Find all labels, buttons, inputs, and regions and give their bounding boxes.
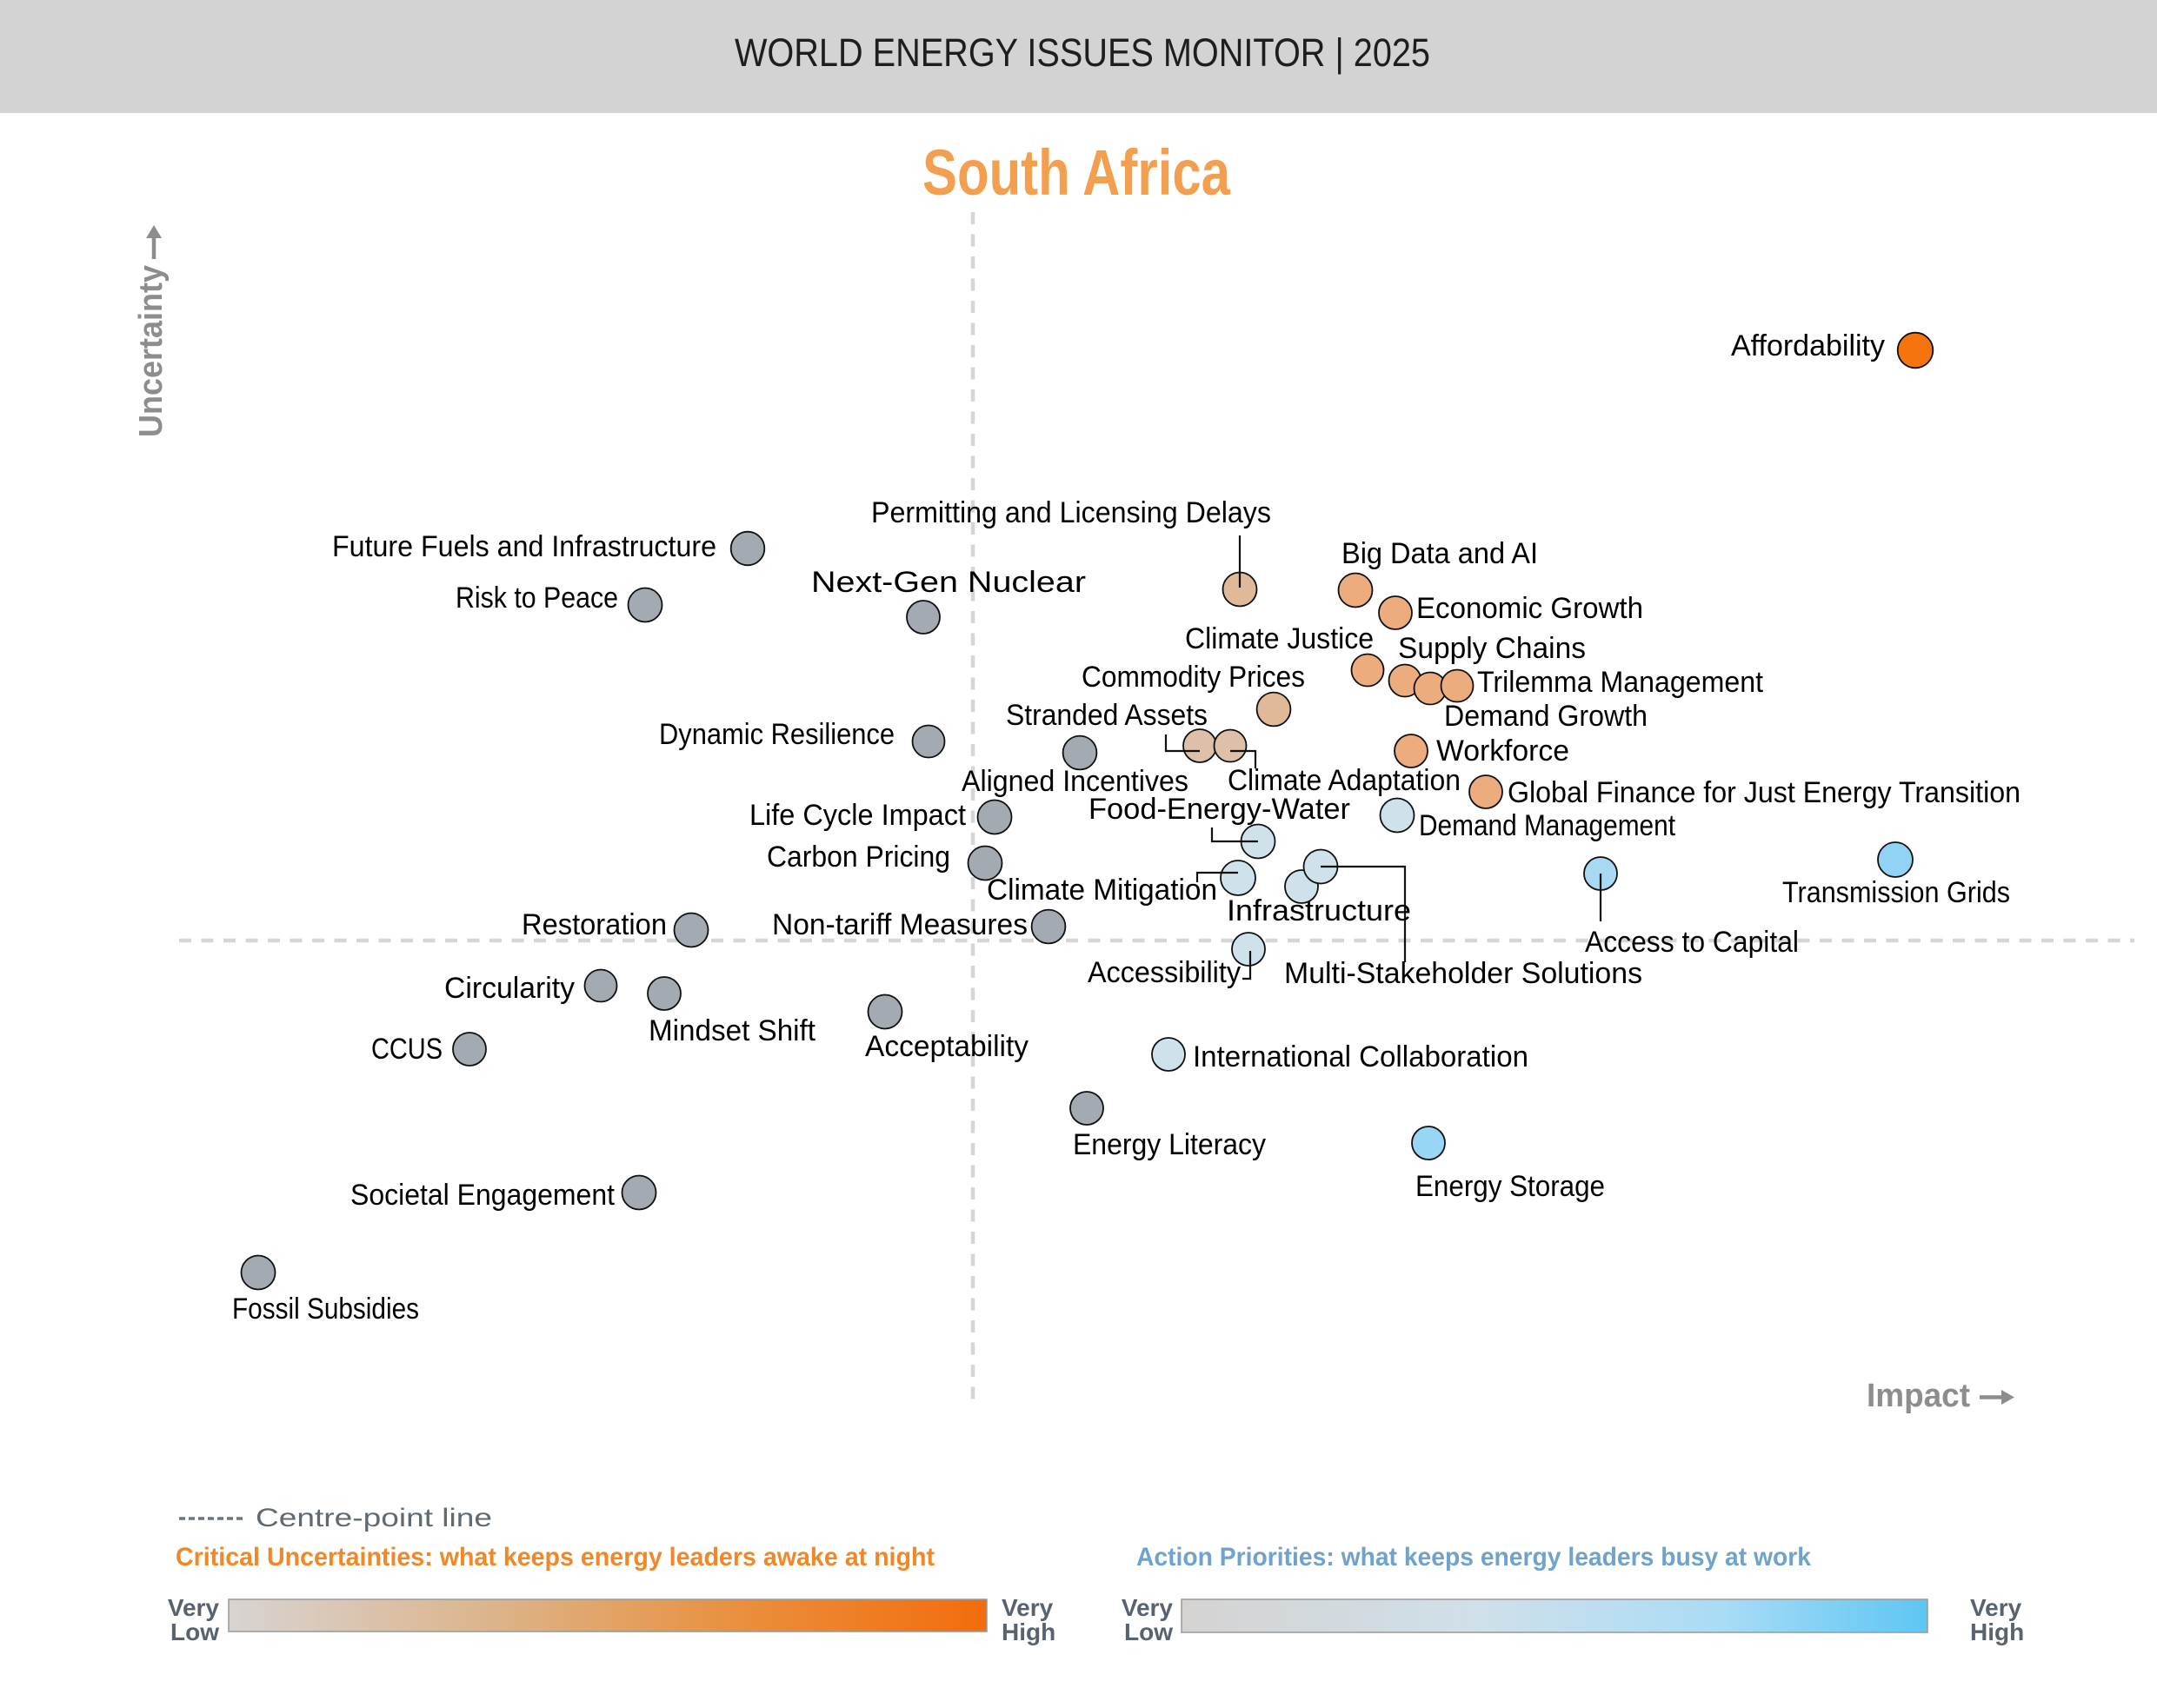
svg-text:Non-tariff Measures: Non-tariff Measures — [772, 908, 1028, 941]
svg-text:Next-Gen Nuclear: Next-Gen Nuclear — [811, 566, 1086, 599]
svg-text:Societal Engagement: Societal Engagement — [350, 1179, 616, 1212]
svg-text:Climate Mitigation: Climate Mitigation — [987, 874, 1217, 907]
svg-text:Energy Storage: Energy Storage — [1415, 1170, 1605, 1203]
svg-text:Stranded Assets: Stranded Assets — [1006, 699, 1208, 732]
svg-text:International Collaboration: International Collaboration — [1193, 1040, 1528, 1073]
svg-text:Life Cycle Impact: Life Cycle Impact — [749, 799, 967, 832]
svg-text:Supply Chains: Supply Chains — [1398, 632, 1586, 665]
svg-text:Demand Growth: Demand Growth — [1444, 700, 1648, 733]
svg-text:WORLD ENERGY ISSUES MONITOR |: WORLD ENERGY ISSUES MONITOR | 2025 — [735, 30, 1430, 75]
svg-text:Restoration: Restoration — [522, 908, 667, 941]
svg-text:Aligned Incentives: Aligned Incentives — [962, 765, 1188, 798]
svg-text:Multi-Stakeholder Solutions: Multi-Stakeholder Solutions — [1284, 957, 1642, 990]
svg-text:Energy Literacy: Energy Literacy — [1073, 1128, 1266, 1161]
svg-text:Very: Very — [1002, 1594, 1054, 1621]
svg-text:Carbon Pricing: Carbon Pricing — [767, 841, 950, 874]
svg-text:Commodity Prices: Commodity Prices — [1082, 661, 1305, 694]
svg-text:Demand Management: Demand Management — [1419, 809, 1675, 842]
svg-text:Access to Capital: Access to Capital — [1585, 926, 1799, 959]
svg-text:Very: Very — [168, 1594, 220, 1621]
svg-text:Circularity: Circularity — [444, 972, 575, 1005]
svg-text:South Africa: South Africa — [922, 136, 1231, 209]
svg-text:Workforce: Workforce — [1436, 734, 1569, 768]
svg-text:Mindset Shift: Mindset Shift — [649, 1014, 816, 1047]
svg-text:Acceptability: Acceptability — [865, 1030, 1029, 1063]
svg-text:Centre-point line: Centre-point line — [256, 1504, 492, 1532]
svg-text:Critical Uncertainties: what k: Critical Uncertainties: what keeps energ… — [176, 1543, 935, 1572]
svg-text:Food-Energy-Water: Food-Energy-Water — [1088, 793, 1350, 826]
svg-text:High: High — [1002, 1618, 1055, 1645]
svg-text:Action Priorities: what keeps: Action Priorities: what keeps energy lea… — [1136, 1543, 1811, 1572]
svg-text:Low: Low — [170, 1618, 219, 1645]
svg-text:High: High — [1970, 1618, 2024, 1645]
svg-text:Very: Very — [1970, 1594, 2022, 1621]
svg-text:Very: Very — [1122, 1594, 1174, 1621]
svg-text:Future Fuels and Infrastructur: Future Fuels and Infrastructure — [332, 530, 716, 563]
svg-text:Dynamic Resilience: Dynamic Resilience — [659, 718, 895, 751]
svg-text:Affordability: Affordability — [1731, 329, 1885, 362]
svg-text:Economic Growth: Economic Growth — [1416, 592, 1643, 625]
svg-text:Accessibility: Accessibility — [1088, 956, 1241, 989]
svg-text:Permitting and Licensing Delay: Permitting and Licensing Delays — [871, 496, 1271, 529]
svg-text:Low: Low — [1124, 1618, 1173, 1645]
svg-text:Big Data and AI: Big Data and AI — [1341, 537, 1538, 570]
svg-text:Trilemma Management: Trilemma Management — [1477, 666, 1764, 699]
svg-text:Fossil Subsidies: Fossil Subsidies — [232, 1293, 419, 1326]
svg-text:Transmission Grids: Transmission Grids — [1782, 876, 2010, 909]
svg-text:Uncertainty: Uncertainty — [133, 265, 170, 437]
svg-text:Climate Justice: Climate Justice — [1185, 622, 1374, 655]
svg-text:Global Finance for Just Energy: Global Finance for Just Energy Transitio… — [1508, 776, 2021, 809]
svg-text:Infrastructure: Infrastructure — [1227, 894, 1411, 927]
svg-text:Climate Adaptation: Climate Adaptation — [1228, 764, 1461, 797]
svg-text:CCUS: CCUS — [371, 1033, 443, 1066]
svg-text:Risk to Peace: Risk to Peace — [456, 582, 618, 615]
svg-text:Impact: Impact — [1867, 1378, 1970, 1414]
